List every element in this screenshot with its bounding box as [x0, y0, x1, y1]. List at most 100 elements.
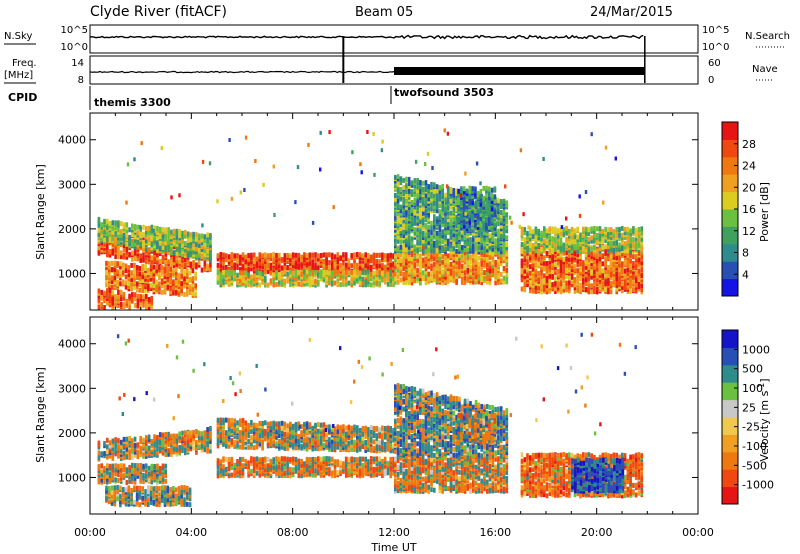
power-cell: [131, 223, 134, 229]
power-cell: [158, 238, 162, 244]
power-cell: [479, 201, 483, 207]
power-cell: [463, 253, 467, 259]
power-cell: [133, 256, 137, 262]
power-cell: [300, 274, 303, 280]
power-cell: [305, 257, 309, 263]
power-cell: [488, 186, 491, 192]
velocity-cell: [153, 442, 156, 448]
power-cell: [114, 254, 117, 260]
power-cell: [106, 288, 109, 294]
power-cell: [178, 243, 181, 249]
velocity-cell: [131, 438, 134, 444]
power-cell: [540, 258, 543, 264]
power-cell: [258, 252, 262, 258]
power-cell: [441, 280, 444, 286]
power-scatter-cell: [604, 145, 608, 150]
power-cell: [272, 272, 275, 278]
power-scatter-cell: [360, 170, 363, 175]
power-scatter-cell: [373, 172, 376, 177]
power-cell: [424, 186, 428, 192]
power-cell: [402, 185, 405, 191]
power-cell: [497, 228, 500, 234]
power-cell: [167, 247, 170, 253]
power-cell: [353, 269, 356, 275]
power-cell: [480, 265, 483, 271]
power-cell: [294, 276, 298, 282]
power-cell: [399, 228, 403, 234]
power-cell: [339, 282, 342, 288]
power-cell: [601, 261, 605, 267]
power-cell: [460, 236, 464, 242]
power-cell: [133, 292, 137, 298]
power-cell: [141, 283, 144, 289]
power-cell: [136, 298, 140, 304]
power-cell: [562, 273, 566, 279]
power-cell: [286, 259, 289, 264]
power-cell: [468, 185, 472, 191]
power-cell: [618, 226, 621, 232]
power-cell: [317, 263, 320, 269]
power-cell: [604, 260, 607, 266]
power-cell: [424, 232, 428, 238]
power-cell: [419, 276, 422, 281]
power-cell: [621, 281, 624, 287]
power-cell: [444, 192, 447, 198]
power-cell: [485, 218, 488, 224]
power-cell: [449, 216, 453, 222]
power-cell: [405, 272, 408, 278]
power-cell: [225, 264, 228, 270]
power-cell: [584, 259, 588, 265]
power-cell: [640, 226, 644, 232]
power-cell: [227, 280, 231, 286]
power-data: [97, 128, 644, 310]
power-cell: [419, 228, 422, 234]
power-cell: [339, 262, 342, 268]
power-cell: [230, 261, 234, 267]
power-cell: [152, 278, 156, 284]
power-cell: [634, 236, 638, 241]
power-cell: [612, 279, 616, 285]
power-cell: [476, 190, 480, 196]
power-cell: [396, 174, 400, 180]
nave-tick-top: 60: [708, 58, 721, 69]
power-cell: [590, 254, 593, 259]
power-cell: [225, 253, 228, 259]
power-cell: [632, 254, 635, 260]
power-cell: [402, 246, 405, 252]
power-cell: [389, 252, 392, 258]
power-cell: [529, 288, 532, 294]
power-cell: [604, 278, 607, 284]
power-cell: [543, 282, 546, 288]
power-cell: [392, 253, 395, 259]
power-cell: [474, 202, 477, 208]
power-cell: [479, 193, 483, 199]
power-cell: [131, 296, 134, 302]
power-cell: [416, 201, 419, 207]
power-cell: [269, 253, 273, 258]
power-cell: [286, 265, 289, 270]
power-cell: [105, 278, 108, 283]
power-cell: [565, 284, 568, 290]
power-cell: [590, 238, 593, 244]
power-cell: [402, 210, 405, 216]
power-cell: [170, 244, 173, 250]
power-cell: [158, 226, 162, 232]
power-cell: [502, 226, 506, 232]
power-cell: [458, 264, 461, 270]
power-cell: [462, 196, 466, 202]
beam-title: Beam 05: [355, 5, 413, 20]
power-cell: [421, 246, 425, 251]
velocity-cell: [170, 440, 173, 445]
cpid-mode-twofsound: twofsound 3503: [394, 86, 494, 99]
power-cell: [590, 251, 593, 257]
power-cell: [543, 255, 546, 261]
power-cell: [161, 239, 165, 245]
power-cell: [477, 272, 481, 278]
power-cell: [444, 195, 447, 201]
power-cell: [125, 224, 129, 230]
power-cell: [416, 184, 419, 190]
power-cell: [587, 246, 591, 252]
power-cell: [488, 274, 492, 280]
power-y-label: Slant Range [km]: [34, 164, 47, 260]
power-cell: [452, 207, 456, 212]
